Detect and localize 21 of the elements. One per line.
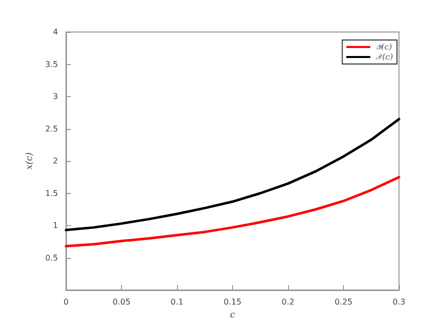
line-series bbox=[64, 118, 400, 232]
y-tick-label: 2.5 bbox=[45, 124, 58, 134]
y-tick-label: 1 bbox=[52, 221, 58, 230]
y-axis-title: x(c) bbox=[24, 152, 35, 170]
line-series bbox=[64, 176, 400, 248]
x-tick-label: 0.25 bbox=[334, 298, 352, 306]
legend-label: 𝒳(c) bbox=[375, 52, 394, 62]
x-tick-label: 0 bbox=[63, 298, 69, 306]
x-tick-label: 0.1 bbox=[170, 298, 184, 306]
x-tick-label: 0.2 bbox=[282, 298, 294, 306]
x-tick-label: 0.05 bbox=[112, 298, 130, 306]
y-tick-label: 0.5 bbox=[45, 253, 58, 262]
y-tick-label: 1.5 bbox=[45, 188, 58, 198]
x-tick-label: 0.15 bbox=[224, 298, 242, 306]
y-tick-label: 2 bbox=[52, 156, 58, 166]
y-tick-label: 3.5 bbox=[45, 60, 58, 69]
y-tick-label: 3 bbox=[52, 92, 58, 101]
legend-label: 𝒴(c) bbox=[375, 42, 392, 52]
x-tick-label: 0.3 bbox=[392, 298, 406, 306]
x-axis-title: c bbox=[230, 310, 236, 320]
y-tick-label: 4 bbox=[52, 28, 58, 36]
